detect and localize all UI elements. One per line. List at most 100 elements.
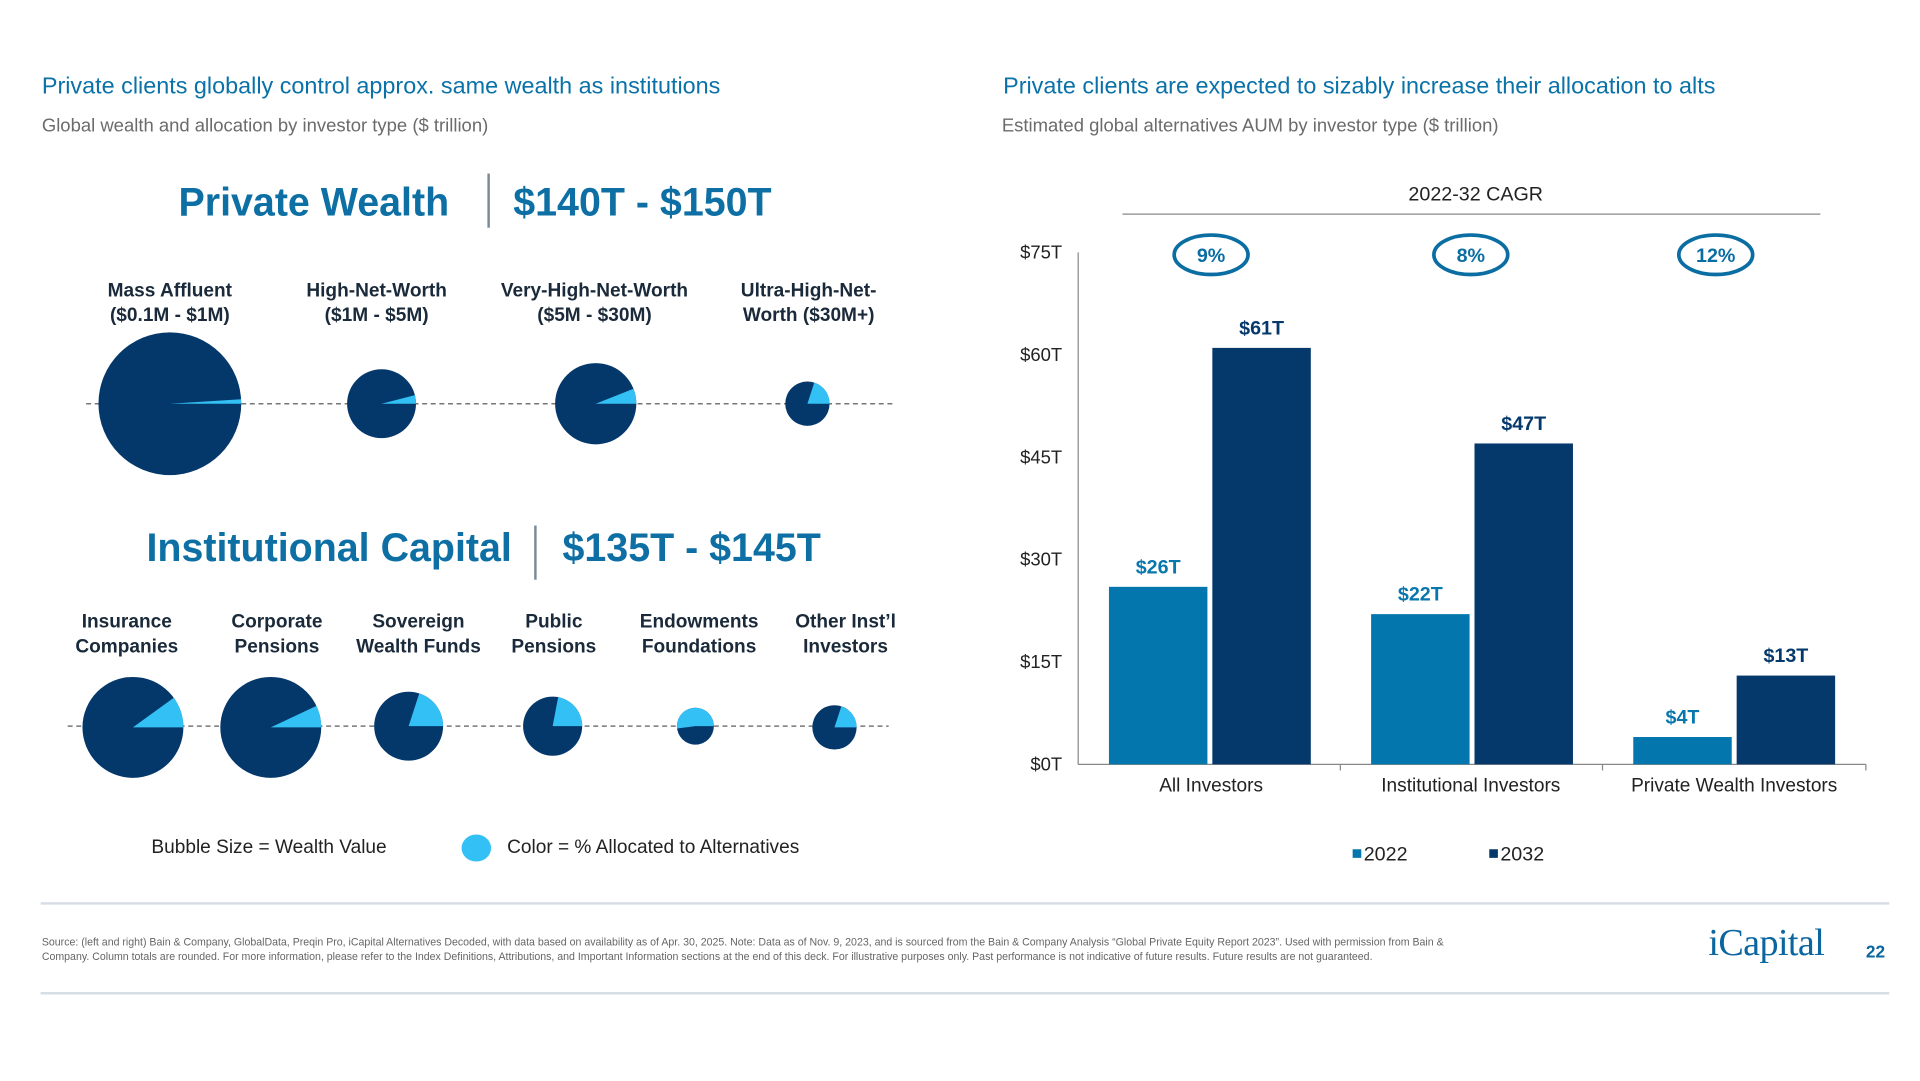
bubble-institutional <box>374 691 444 761</box>
group-label-line: Sovereign <box>372 611 465 633</box>
alternatives-slice <box>807 382 830 404</box>
category-label: Institutional Investors <box>1381 775 1560 796</box>
cagr-title: 2022-32 CAGR <box>1408 184 1543 206</box>
source-line-1: Source: (left and right) Bain & Company,… <box>41 935 1444 948</box>
group-label-line: ($1M - $5M) <box>324 305 429 327</box>
right-subtitle: Estimated global alternatives AUM by inv… <box>1001 115 1499 137</box>
group-label-line: Investors <box>803 636 888 658</box>
page-number: 22 <box>1865 941 1886 962</box>
group-label-line: Very-High-Net-Worth <box>500 280 689 302</box>
group-label-line: Public <box>525 611 583 633</box>
alternatives-slice <box>595 388 637 404</box>
footer-divider-top <box>40 902 1890 905</box>
bar-value-label: $13T <box>1763 645 1808 667</box>
private-wealth-range: $140T - $150T <box>513 179 772 225</box>
bubble-institutional <box>82 676 184 778</box>
bar-2032 <box>1736 675 1836 765</box>
bubble-private <box>98 332 242 476</box>
left-subtitle: Global wealth and allocation by investor… <box>41 115 489 137</box>
category-label: All Investors <box>1159 775 1263 796</box>
group-label: Corporate Pensions <box>166 610 388 659</box>
divider <box>534 525 537 580</box>
group-label-line: Worth ($30M+) <box>742 305 875 327</box>
y-tick-label: $15T <box>1020 651 1062 672</box>
bar-value-label: $4T <box>1666 706 1700 728</box>
group-label: High-Net-Worth ($1M - $5M) <box>266 279 488 328</box>
source-line-2: Company. Column totals are rounded. For … <box>41 949 1373 962</box>
bar-value-label: $47T <box>1501 413 1546 435</box>
group-label-line: Wealth Funds <box>356 636 481 658</box>
bar-2022 <box>1108 586 1208 765</box>
legend-label: 2032 <box>1500 843 1544 865</box>
bar-chart: $0T $15T $30T $45T $60T $75T 2022-32 CAGR 9% All… <box>1020 184 1867 865</box>
bubble-chart <box>67 332 894 778</box>
y-tick-label: $75T <box>1020 241 1062 262</box>
bar-2022 <box>1633 737 1732 765</box>
bar-2022 <box>1371 614 1470 765</box>
bubble-institutional <box>812 705 857 750</box>
bubble-institutional <box>523 696 583 756</box>
y-tick-label: $30T <box>1020 549 1062 570</box>
cagr-value: 8% <box>1457 245 1485 267</box>
bar-value-label: $61T <box>1239 317 1284 339</box>
institutional-range: $135T - $145T <box>562 525 821 570</box>
bubble-private <box>785 381 830 426</box>
cagr-value: 12% <box>1696 245 1735 267</box>
alternatives-slice <box>270 705 322 728</box>
cagr-oval <box>1676 233 1755 277</box>
legend-color-swatch <box>461 834 492 862</box>
group-label-line: Endowments <box>639 611 759 633</box>
private-wealth-heading: Private Wealth <box>178 179 450 225</box>
alternatives-slice <box>381 395 417 404</box>
footer-source: Source: (left and right) Bain & Company,… <box>42 935 1691 963</box>
group-label-line: ($5M - $30M) <box>537 305 652 327</box>
group-label: Sovereign Wealth Funds <box>308 610 530 659</box>
alternatives-slice <box>552 697 583 727</box>
group-label-line: Ultra-High-Net- <box>740 280 877 302</box>
icapital-logo: iCapital <box>1708 920 1825 964</box>
cagr-value: 9% <box>1197 245 1225 267</box>
alternatives-slice <box>132 697 184 728</box>
category-label: Private Wealth Investors <box>1631 775 1837 796</box>
group-label-line: Pensions <box>511 636 597 658</box>
group-label-line: High-Net-Worth <box>306 280 447 302</box>
group-label: Other Inst’l Investors <box>735 610 957 659</box>
bubble-institutional <box>676 707 714 745</box>
group-label: Insurance Companies <box>16 610 238 659</box>
legend-bubble-size: Bubble Size = Wealth Value <box>151 836 387 858</box>
footer-divider-bottom <box>40 992 1890 995</box>
bubble-private <box>347 369 417 439</box>
group-label-line: Corporate <box>231 611 323 633</box>
group-label: Endowments Foundations <box>588 610 810 659</box>
alternatives-slice <box>169 399 242 404</box>
group-label: Public Pensions <box>443 610 665 659</box>
right-title: Private clients are expected to sizably … <box>1003 73 1716 100</box>
legend-color: Color = % Allocated to Alternatives <box>507 836 800 858</box>
alternatives-slice <box>834 706 857 728</box>
group-label: Very-High-Net-Worth ($5M - $30M) <box>484 279 706 328</box>
group-label-line: Other Inst’l <box>795 611 896 633</box>
alternatives-slice <box>676 707 714 729</box>
legend-swatch <box>1489 849 1498 858</box>
bar-value-label: $22T <box>1398 584 1443 606</box>
y-tick-label: $45T <box>1020 446 1062 467</box>
y-tick-label: $0T <box>1030 753 1062 774</box>
group-label-line: ($0.1M - $1M) <box>109 305 230 327</box>
legend-label: 2022 <box>1364 843 1408 865</box>
group-label: Mass Affluent ($0.1M - $1M) <box>59 279 281 328</box>
group-label-line: Pensions <box>234 636 320 658</box>
group-label-line: Insurance <box>81 611 172 633</box>
bar-value-label: $26T <box>1136 556 1181 578</box>
institutional-heading: Institutional Capital <box>146 525 512 570</box>
bubble-private <box>555 363 637 445</box>
legend-swatch <box>1352 849 1362 858</box>
left-title: Private clients globally control approx.… <box>41 73 721 100</box>
cagr-oval <box>1432 233 1510 277</box>
group-label-line: Companies <box>75 636 179 658</box>
alternatives-slice <box>408 693 444 727</box>
divider <box>487 173 490 228</box>
cagr-oval <box>1172 233 1250 277</box>
group-label-line: Mass Affluent <box>107 280 233 302</box>
bar-2032 <box>1474 443 1573 765</box>
